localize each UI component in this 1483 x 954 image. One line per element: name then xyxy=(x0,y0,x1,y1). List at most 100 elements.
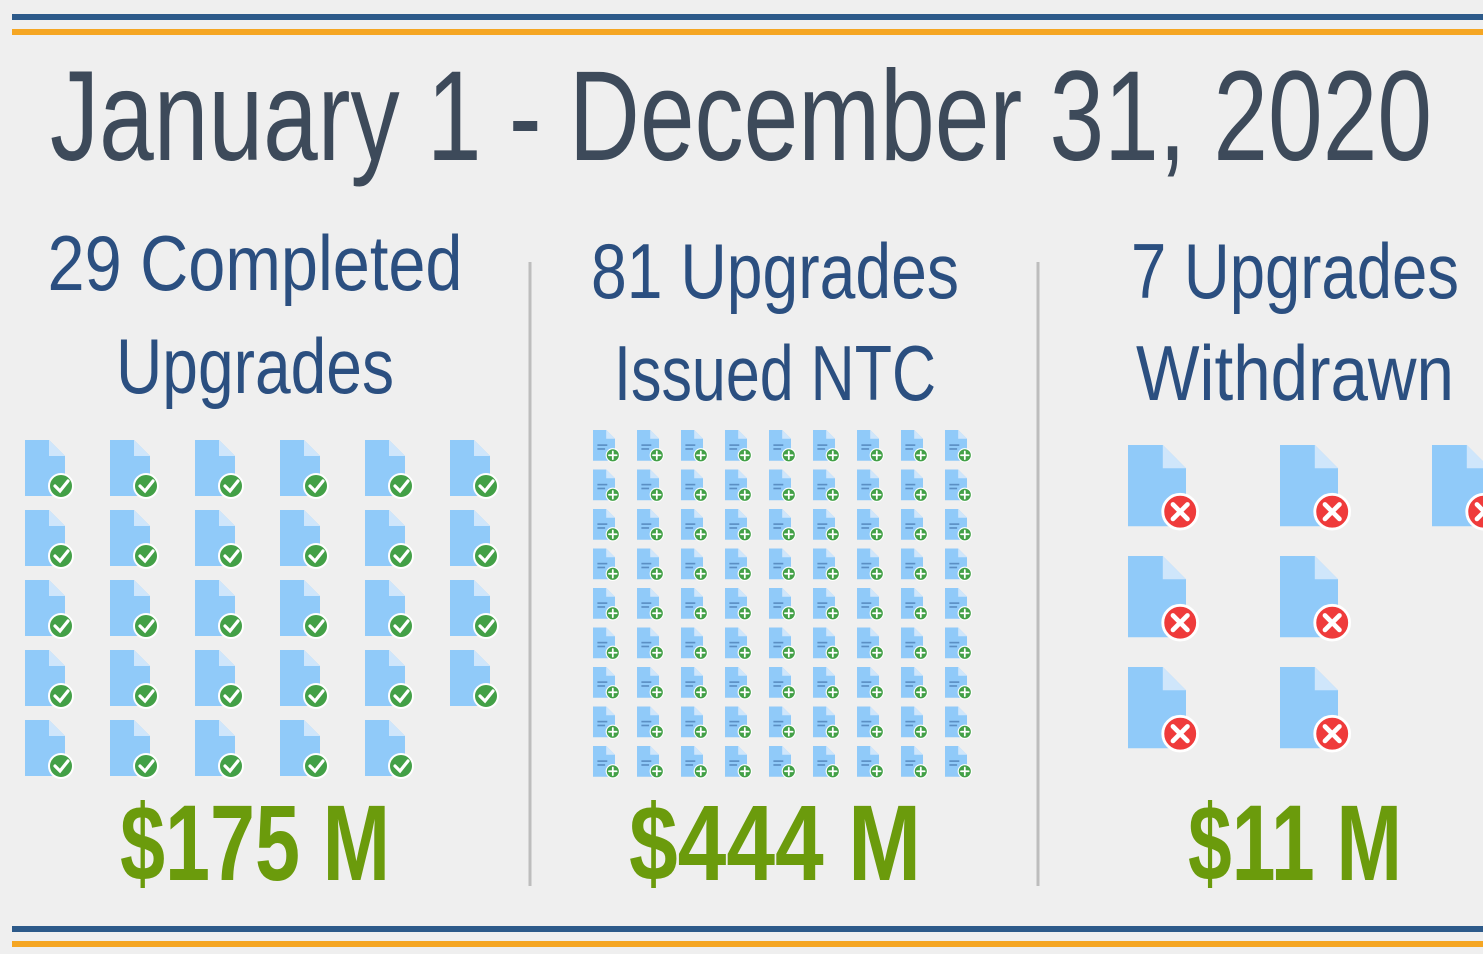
icon-line xyxy=(641,641,652,644)
document-icon xyxy=(1280,445,1352,531)
icon-glyph xyxy=(138,479,155,494)
icon-glyph xyxy=(478,689,495,704)
icon-glyph xyxy=(652,490,662,500)
icon-line xyxy=(685,720,696,723)
icon-glyph xyxy=(696,766,706,777)
icon-fold xyxy=(650,706,659,716)
icon-line xyxy=(641,606,650,608)
icon-glyph xyxy=(608,569,618,579)
icon-fold xyxy=(826,627,835,637)
icon-fold xyxy=(606,430,615,439)
icon-line xyxy=(773,483,784,486)
icon-fold xyxy=(134,650,150,666)
icon-line xyxy=(597,641,608,644)
icon-glyph xyxy=(696,529,706,540)
icon-line xyxy=(949,483,960,486)
icon-glyph xyxy=(960,608,970,619)
icon-glyph xyxy=(872,766,882,777)
icon-glyph xyxy=(1474,502,1483,522)
document-icon xyxy=(813,509,840,542)
document-icon xyxy=(945,746,972,779)
icon-line xyxy=(905,562,916,565)
icon-fold xyxy=(219,510,235,526)
icon-fold xyxy=(782,706,791,716)
document-icon xyxy=(637,469,664,502)
icon-line xyxy=(729,685,738,687)
document-icon xyxy=(725,627,752,660)
icon-glyph xyxy=(138,689,155,704)
icon-fold xyxy=(474,440,490,456)
icon-fold xyxy=(304,440,320,456)
icon-line xyxy=(949,685,958,687)
icon-line xyxy=(861,764,870,766)
icon-badge xyxy=(388,753,414,779)
icon-glyph xyxy=(784,529,794,540)
top-rule-orange xyxy=(12,29,1483,35)
icon-line xyxy=(685,606,694,608)
icon-fold xyxy=(389,580,405,596)
icon-fold xyxy=(694,627,703,637)
document-icon xyxy=(681,706,708,739)
icon-line xyxy=(861,444,872,446)
column-heading: Withdrawn xyxy=(1136,329,1454,417)
icon-fold xyxy=(870,430,879,439)
icon-line xyxy=(773,760,784,762)
document-icon xyxy=(769,588,796,621)
document-icon xyxy=(25,650,74,709)
icon-glyph xyxy=(652,569,662,579)
document-icon xyxy=(769,430,796,463)
icon-line xyxy=(905,602,916,604)
icon-glyph xyxy=(960,569,970,579)
icon-glyph xyxy=(138,619,155,634)
icon-line xyxy=(597,645,606,648)
document-icon xyxy=(1432,445,1483,531)
icon-glyph xyxy=(696,569,706,579)
icon-glyph xyxy=(696,687,706,698)
icon-fold xyxy=(738,548,747,558)
icon-line xyxy=(949,602,960,604)
icon-glyph xyxy=(872,608,882,619)
document-icon xyxy=(725,746,752,779)
document-icon xyxy=(280,720,329,779)
document-icon xyxy=(857,706,884,739)
column-heading: 81 Upgrades xyxy=(591,227,959,315)
document-icon xyxy=(901,548,928,581)
icon-fold xyxy=(870,469,879,479)
icon-line xyxy=(685,562,696,565)
icon-fold xyxy=(782,588,791,597)
icon-glyph xyxy=(828,490,838,500)
icon-line xyxy=(861,720,872,723)
icon-fold xyxy=(870,667,879,676)
document-icon xyxy=(945,667,972,700)
icon-fold xyxy=(694,548,703,558)
icon-line xyxy=(905,448,914,450)
column-heading: 29 Completed xyxy=(48,219,463,307)
document-icon xyxy=(195,580,244,639)
icon-line xyxy=(949,444,960,446)
icon-glyph xyxy=(916,766,926,777)
icon-glyph xyxy=(740,569,750,579)
bottom-rule-orange xyxy=(12,941,1483,947)
icon-glyph xyxy=(53,479,70,494)
icon-glyph xyxy=(1170,724,1190,744)
document-icon xyxy=(681,667,708,700)
icon-line xyxy=(597,483,608,486)
document-icon xyxy=(1280,667,1352,753)
icon-badge xyxy=(48,613,74,639)
icon-line xyxy=(817,487,826,490)
icon-glyph xyxy=(740,727,750,737)
document-icon xyxy=(769,706,796,739)
document-icon xyxy=(857,588,884,621)
icon-line xyxy=(773,685,782,687)
icon-fold xyxy=(1162,667,1186,691)
icon-glyph xyxy=(828,766,838,777)
icon-glyph xyxy=(608,490,618,500)
document-icon xyxy=(593,588,620,621)
document-icon xyxy=(901,509,928,542)
icon-glyph xyxy=(308,689,325,704)
icon-line xyxy=(685,566,694,569)
document-icon xyxy=(637,706,664,739)
icon-fold xyxy=(870,588,879,597)
icon-glyph xyxy=(308,549,325,564)
